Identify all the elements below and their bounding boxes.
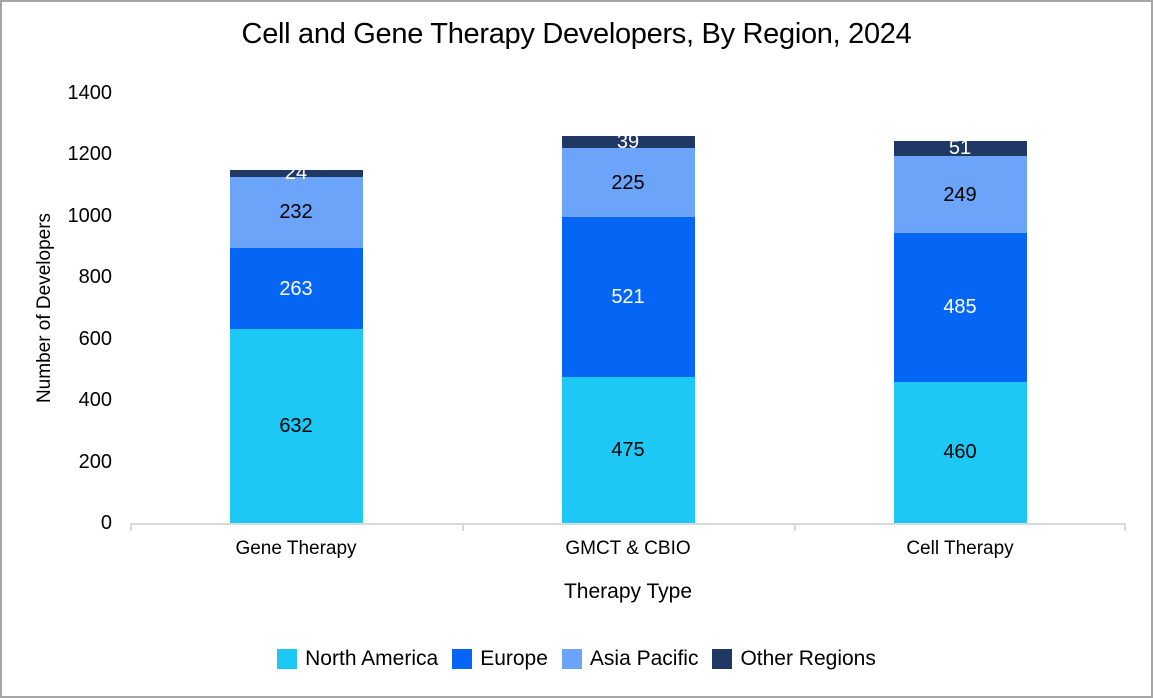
bar-segment-europe: 521 (561, 217, 695, 378)
data-label: 521 (611, 286, 645, 309)
bar-segment-europe: 485 (893, 232, 1027, 382)
data-label: 51 (948, 137, 972, 160)
bar-gmct-cbio: 475 521 225 39 (561, 93, 695, 523)
legend-label: Europe (480, 647, 548, 670)
y-tick-label: 1200 (67, 143, 113, 166)
y-axis-ticks: 0 200 400 600 800 1000 1200 1400 (2, 82, 113, 534)
legend: North America Europe Asia Pacific Other Reg… (2, 647, 1151, 671)
legend-label: North America (305, 647, 439, 670)
bar-segment-other-regions: 39 (561, 132, 695, 152)
bar-gene-therapy: 632 263 232 24 (229, 93, 363, 523)
bar-cell-therapy: 460 485 249 51 (893, 93, 1027, 523)
y-tick-label: 0 (100, 512, 112, 534)
legend-item-other-regions: Other Regions (712, 647, 876, 671)
x-axis-line (130, 523, 1126, 525)
legend-swatch-europe (452, 649, 473, 669)
y-tick-label: 1400 (67, 82, 113, 104)
legend-swatch-north-america (277, 649, 298, 669)
y-tick-label: 800 (78, 266, 112, 289)
data-label: 632 (279, 414, 313, 437)
bar-segment-other-regions: 24 (229, 163, 363, 183)
bar-segment-asia-pacific: 249 (893, 156, 1027, 233)
data-label: 485 (943, 296, 977, 319)
data-label: 24 (284, 162, 308, 185)
legend-label: Asia Pacific (589, 647, 699, 670)
bar-segment-europe: 263 (229, 248, 363, 329)
y-tick-label: 600 (78, 327, 112, 350)
chart-title: Cell and Gene Therapy Developers, By Reg… (241, 18, 912, 50)
data-label: 460 (943, 441, 977, 464)
y-tick-label: 200 (78, 450, 112, 473)
x-tick-mark (462, 523, 464, 531)
legend-item-asia-pacific: Asia Pacific (561, 647, 699, 671)
data-label: 232 (279, 201, 313, 224)
data-label: 39 (616, 131, 640, 153)
data-label: 263 (279, 277, 313, 300)
plot-area: 632 263 232 24 475 521 225 39 460 485 249 51 (130, 93, 1126, 531)
legend-label: Other Regions (740, 647, 876, 670)
data-label: 249 (943, 183, 977, 206)
x-category-label-gene-therapy: Gene Therapy (235, 538, 357, 559)
x-tick-mark (130, 523, 132, 531)
bar-segment-other-regions: 51 (893, 137, 1027, 160)
data-label: 225 (611, 171, 645, 194)
legend-swatch-other-regions (712, 649, 733, 669)
y-tick-label: 400 (78, 389, 112, 412)
bar-segment-north-america: 460 (893, 381, 1027, 523)
x-tick-mark (1124, 523, 1126, 531)
legend-item-europe: Europe (452, 647, 548, 671)
data-label: 475 (611, 439, 645, 462)
y-tick-label: 1000 (67, 204, 113, 227)
x-axis-title: Therapy Type (563, 580, 693, 603)
bar-segment-north-america: 632 (229, 328, 363, 523)
x-tick-mark (794, 523, 796, 531)
legend-swatch-asia-pacific (561, 649, 582, 669)
bar-segment-asia-pacific: 225 (561, 148, 695, 218)
x-category-labels: Gene Therapy GMCT & CBIO Cell Therapy (130, 538, 1126, 564)
legend-item-north-america: North America (277, 647, 438, 671)
x-category-label-gmct-cbio: GMCT & CBIO (565, 538, 691, 559)
x-category-label-cell-therapy: Cell Therapy (906, 538, 1014, 559)
bar-segment-north-america: 475 (561, 377, 695, 523)
bar-segment-asia-pacific: 232 (229, 176, 363, 249)
